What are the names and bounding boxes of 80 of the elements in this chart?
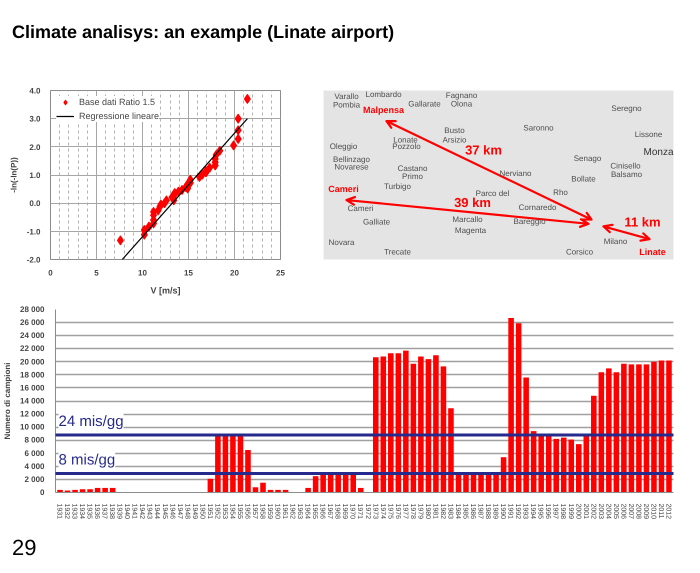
text: Oleggio (330, 142, 358, 152)
text: Linate (639, 246, 666, 257)
text: Cinisello (610, 162, 642, 171)
text: 39 km (454, 195, 491, 210)
text: Bareggio (513, 216, 546, 226)
ref-line-label: 24 mis/gg (58, 412, 124, 430)
text: Seregno (611, 104, 642, 113)
y-tick-label: 8 000 (24, 436, 46, 445)
text: Castano (398, 164, 428, 174)
y-tick-label: 28 000 (20, 305, 46, 314)
text: Bollate (571, 174, 596, 184)
text: Balsamo (610, 170, 643, 180)
text: Arsizio (442, 135, 468, 144)
text: Malpensa (362, 105, 405, 116)
text: Galliate (362, 218, 391, 227)
y-tick-label: 2 000 (24, 474, 46, 484)
y-axis-title: Numero di campioni (3, 362, 12, 440)
text: Novarese (334, 162, 370, 172)
text: Trecate (384, 247, 412, 256)
text: Parco del (476, 188, 510, 198)
text: Cornaredo (518, 203, 557, 212)
text: Pozzolo (392, 142, 422, 152)
text: Pombia (332, 100, 361, 110)
x-tick-label: 5 (94, 268, 100, 278)
text: Cameri (328, 184, 359, 194)
text: Senago (574, 154, 602, 163)
ref-line-label: 8 mis/gg (58, 452, 116, 469)
y-tick-label: 16 000 (20, 383, 46, 392)
text: 11 km (624, 214, 661, 230)
y-tick-label: 14 000 (20, 396, 46, 406)
text: Monza (643, 146, 674, 158)
text: Rho (553, 188, 568, 197)
text: Bellinzago (333, 154, 371, 164)
y-tick-label: 6 000 (24, 448, 46, 458)
text: Lombardo (365, 90, 402, 100)
text: Turbigo (384, 182, 412, 191)
legend-label: Base dati Ratio 1.5 (79, 96, 156, 108)
text: Milano (604, 237, 628, 246)
x-tick-label: 10 (138, 268, 148, 278)
text: Magenta (454, 226, 487, 236)
y-tick-label: 0.0 (29, 199, 42, 208)
y-tick-label: -2.0 (26, 256, 42, 264)
y-tick-label: 20 000 (20, 357, 46, 366)
text: 29 (12, 534, 36, 562)
y-tick-label: 18 000 (20, 370, 46, 380)
text: Fagnano (446, 91, 478, 100)
y-tick-label: 4 000 (24, 462, 46, 471)
text: Gallarate (408, 100, 442, 109)
text: 37 km (465, 142, 502, 158)
y-tick-label: 26 000 (20, 318, 46, 328)
y-tick-label: -1.0 (26, 227, 42, 236)
y-axis-title: -ln(-ln(P)) (10, 156, 19, 193)
x-axis-title: V [m/s] (150, 286, 181, 296)
text: Novara (328, 238, 355, 248)
y-tick-label: 3.0 (29, 114, 42, 124)
text: Saronno (523, 123, 554, 132)
y-tick-label: 22 000 (20, 344, 46, 354)
text: Olona (450, 100, 473, 109)
text: Corsico (566, 247, 594, 256)
text: Marcallo (452, 215, 484, 224)
x-tick-label: 20 (230, 268, 240, 278)
text: Lonate (393, 135, 418, 144)
y-tick-label: 10 000 (20, 422, 46, 432)
text: Cameri (348, 204, 374, 214)
y-tick-label: 2.0 (29, 142, 42, 152)
text: Nerviano (499, 169, 532, 178)
chart-title: Climate analisys: an example (Linate airport) (12, 21, 394, 44)
y-tick-label: 4.0 (29, 86, 42, 96)
text: Varallo (334, 92, 360, 101)
text: Primo (402, 172, 424, 181)
legend-label: Regressione lineare (79, 110, 160, 122)
text: Lissone (634, 130, 663, 140)
y-tick-label: 24 000 (20, 331, 46, 340)
x-tick-label: 25 (276, 268, 286, 278)
y-tick-label: 0 (40, 488, 46, 497)
text: Busto (444, 126, 466, 135)
x-tick-label: 15 (184, 268, 194, 278)
y-tick-label: 12 000 (20, 410, 46, 419)
x-tick-label: 0 (48, 268, 54, 278)
y-tick-label: 1.0 (29, 171, 42, 180)
